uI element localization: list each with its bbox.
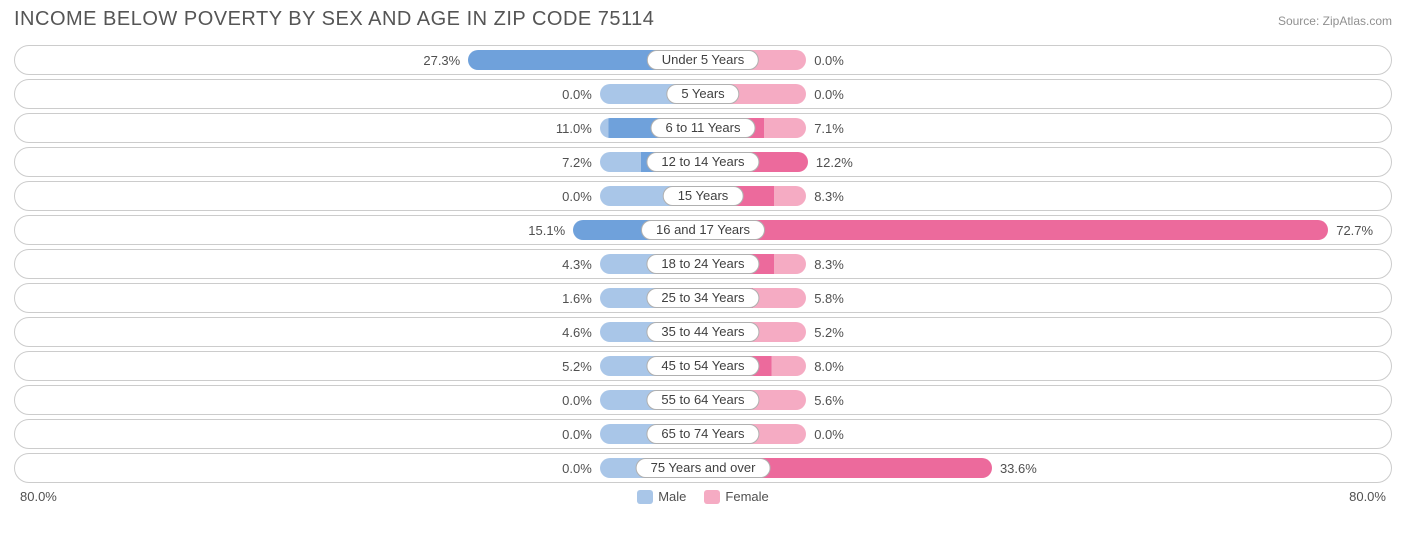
- chart-row: 0.0% 33.6% 75 Years and over: [14, 453, 1392, 483]
- chart-header: INCOME BELOW POVERTY BY SEX AND AGE IN Z…: [14, 8, 1392, 31]
- chart-row: 11.0% 7.1% 6 to 11 Years: [14, 113, 1392, 143]
- male-value-label: 0.0%: [562, 420, 592, 450]
- category-label: 6 to 11 Years: [651, 118, 756, 138]
- axis-right-label: 80.0%: [1349, 489, 1386, 504]
- female-value-label: 72.7%: [1336, 216, 1373, 246]
- chart-row: 0.0% 0.0% 65 to 74 Years: [14, 419, 1392, 449]
- chart-container: INCOME BELOW POVERTY BY SEX AND AGE IN Z…: [0, 0, 1406, 514]
- male-value-label: 0.0%: [562, 80, 592, 110]
- legend-female: Female: [704, 489, 768, 504]
- legend-male-label: Male: [658, 489, 686, 504]
- category-label: 45 to 54 Years: [646, 356, 759, 376]
- male-value-label: 7.2%: [562, 148, 592, 178]
- female-value-label: 5.8%: [814, 284, 844, 314]
- male-value-label: 0.0%: [562, 386, 592, 416]
- female-value-label: 12.2%: [816, 148, 853, 178]
- female-value-label: 8.3%: [814, 182, 844, 212]
- male-value-label: 5.2%: [562, 352, 592, 382]
- category-label: 65 to 74 Years: [646, 424, 759, 444]
- female-value-label: 8.3%: [814, 250, 844, 280]
- male-value-label: 4.6%: [562, 318, 592, 348]
- male-value-label: 0.0%: [562, 182, 592, 212]
- category-label: 16 and 17 Years: [641, 220, 765, 240]
- male-value-label: 0.0%: [562, 454, 592, 484]
- population-pyramid-chart: 27.3% 0.0% Under 5 Years 0.0% 0.0% 5 Years 11.…: [14, 45, 1392, 483]
- chart-title: INCOME BELOW POVERTY BY SEX AND AGE IN Z…: [14, 8, 654, 31]
- chart-row: 7.2% 12.2% 12 to 14 Years: [14, 147, 1392, 177]
- chart-row: 4.6% 5.2% 35 to 44 Years: [14, 317, 1392, 347]
- category-label: 18 to 24 Years: [646, 254, 759, 274]
- category-label: 55 to 64 Years: [646, 390, 759, 410]
- chart-row: 15.1% 72.7% 16 and 17 Years: [14, 215, 1392, 245]
- female-swatch-icon: [704, 490, 720, 504]
- legend-female-label: Female: [725, 489, 768, 504]
- female-value-label: 7.1%: [814, 114, 844, 144]
- chart-row: 1.6% 5.8% 25 to 34 Years: [14, 283, 1392, 313]
- chart-source: Source: ZipAtlas.com: [1278, 14, 1392, 28]
- category-label: Under 5 Years: [647, 50, 759, 70]
- category-label: 5 Years: [666, 84, 739, 104]
- axis-left-label: 80.0%: [20, 489, 57, 504]
- male-swatch-icon: [637, 490, 653, 504]
- chart-row: 27.3% 0.0% Under 5 Years: [14, 45, 1392, 75]
- male-value-label: 11.0%: [556, 114, 592, 144]
- female-value-label: 33.6%: [1000, 454, 1037, 484]
- male-value-label: 27.3%: [423, 46, 460, 76]
- chart-row: 0.0% 8.3% 15 Years: [14, 181, 1392, 211]
- chart-axis: 80.0% Male Female 80.0%: [14, 489, 1392, 504]
- category-label: 25 to 34 Years: [646, 288, 759, 308]
- female-value-label: 5.6%: [814, 386, 844, 416]
- male-value-label: 1.6%: [562, 284, 592, 314]
- chart-row: 4.3% 8.3% 18 to 24 Years: [14, 249, 1392, 279]
- chart-legend: Male Female: [637, 489, 769, 504]
- female-value-label: 8.0%: [814, 352, 844, 382]
- female-value-label: 5.2%: [814, 318, 844, 348]
- female-value-label: 0.0%: [814, 420, 844, 450]
- male-value-label: 15.1%: [528, 216, 565, 246]
- chart-row: 0.0% 0.0% 5 Years: [14, 79, 1392, 109]
- category-label: 12 to 14 Years: [646, 152, 759, 172]
- male-value-label: 4.3%: [562, 250, 592, 280]
- female-bar: [703, 220, 1328, 240]
- female-value-label: 0.0%: [814, 80, 844, 110]
- category-label: 75 Years and over: [636, 458, 771, 478]
- category-label: 15 Years: [663, 186, 744, 206]
- chart-row: 0.0% 5.6% 55 to 64 Years: [14, 385, 1392, 415]
- female-value-label: 0.0%: [814, 46, 844, 76]
- legend-male: Male: [637, 489, 686, 504]
- chart-row: 5.2% 8.0% 45 to 54 Years: [14, 351, 1392, 381]
- category-label: 35 to 44 Years: [646, 322, 759, 342]
